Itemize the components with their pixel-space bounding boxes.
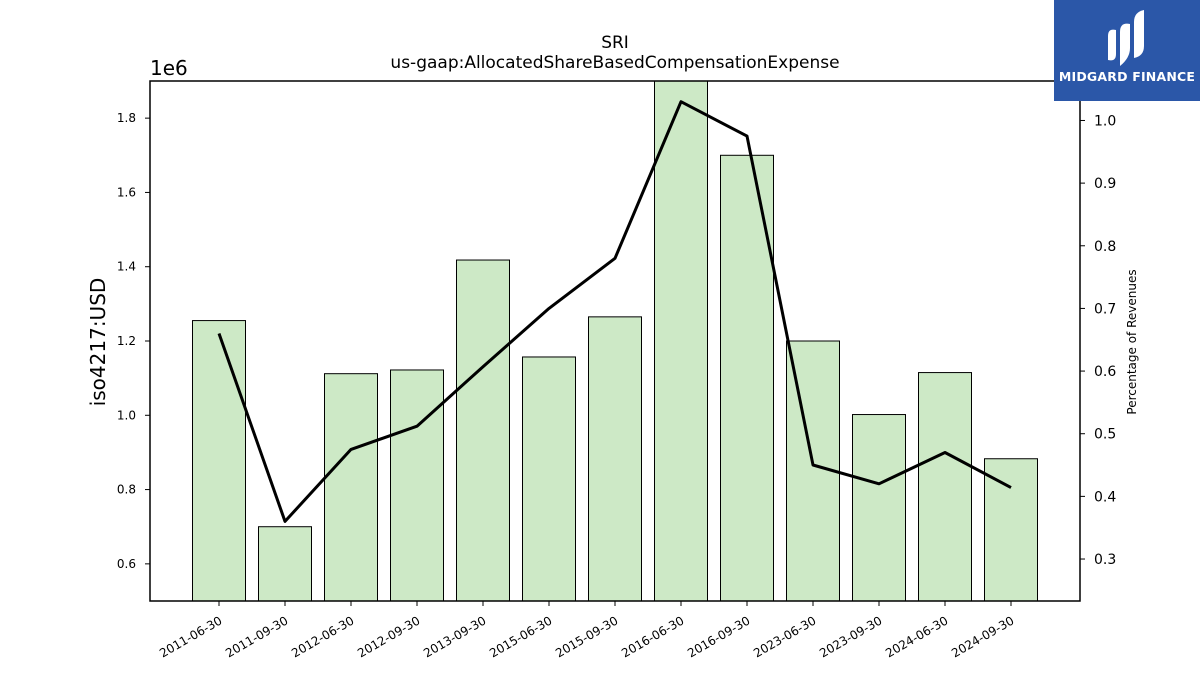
x-tick-label: 2015-06-30 xyxy=(487,613,554,660)
bar xyxy=(456,259,510,602)
y-tick-label: 1.8 xyxy=(117,111,136,125)
percentage-line xyxy=(217,100,1012,523)
y-tick-label: 1.0 xyxy=(117,408,136,422)
x-tick-label: 2016-09-30 xyxy=(685,613,752,660)
x-tick-label: 2023-09-30 xyxy=(817,613,884,660)
bars-layer xyxy=(192,80,1038,602)
y2-tick-label: 0.4 xyxy=(1094,489,1116,505)
bar xyxy=(654,80,708,602)
y-tick-label: 1.2 xyxy=(117,334,136,348)
bar xyxy=(588,316,642,602)
bar xyxy=(258,526,312,602)
y2-tick-label: 0.9 xyxy=(1094,176,1116,192)
x-tick-label: 2012-06-30 xyxy=(289,613,356,660)
x-tick-label: 2013-09-30 xyxy=(421,613,488,660)
chart-title: SRI xyxy=(601,33,629,53)
x-tick-label: 2012-09-30 xyxy=(355,613,422,660)
bar xyxy=(390,369,444,602)
x-tick-label: 2011-06-30 xyxy=(157,613,224,660)
x-tick-label: 2024-06-30 xyxy=(883,613,950,660)
logo-text: MIDGARD FINANCE xyxy=(1058,69,1196,84)
y-scale-label: 1e6 xyxy=(150,56,188,80)
y-tick-label: 0.6 xyxy=(117,557,136,571)
bar xyxy=(918,372,972,602)
y2-tick-label: 0.6 xyxy=(1094,364,1116,380)
bar xyxy=(852,414,906,602)
x-tick-label: 2023-06-30 xyxy=(751,613,818,660)
x-tick-label: 2011-09-30 xyxy=(223,613,290,660)
y2-tick-label: 1.0 xyxy=(1094,113,1116,129)
bar xyxy=(522,356,576,602)
logo-mark-icon xyxy=(1108,10,1144,66)
y-tick-label: 0.8 xyxy=(117,483,136,497)
bar xyxy=(192,320,246,602)
bar xyxy=(984,458,1038,602)
x-tick-label: 2016-06-30 xyxy=(619,613,686,660)
y2-tick-label: 0.5 xyxy=(1094,427,1116,443)
y-tick-label: 1.6 xyxy=(117,185,136,199)
y2-tick-label: 0.7 xyxy=(1094,301,1116,317)
line-layer xyxy=(217,100,1012,523)
chart-subtitle: us-gaap:AllocatedShareBasedCompensationE… xyxy=(390,53,839,73)
y-axis-label: iso4217:USD xyxy=(86,278,110,407)
y2-tick-label: 0.3 xyxy=(1094,552,1116,568)
x-tick-label: 2024-09-30 xyxy=(949,613,1016,660)
x-tick-label: 2015-09-30 xyxy=(553,613,620,660)
y-tick-label: 1.4 xyxy=(117,260,136,274)
y2-axis-label: Percentage of Revenues xyxy=(1125,269,1139,414)
bar xyxy=(324,373,378,602)
midgard-finance-logo: MIDGARD FINANCE xyxy=(1054,0,1200,101)
y2-tick-label: 0.8 xyxy=(1094,239,1116,255)
